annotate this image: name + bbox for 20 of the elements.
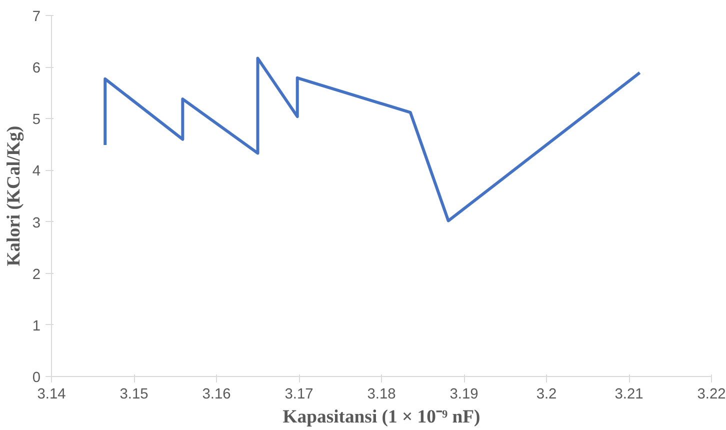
x-tick-label: 3.21 [614,386,644,402]
y-axis-title: Kalori (KCal/Kg) [3,126,24,266]
y-tick-label: 7 [32,9,41,25]
y-tick-label: 6 [32,60,41,77]
x-tick-label: 3.19 [450,386,478,402]
x-axis-title: Kapasitansi (1 × 10⁻⁹ nF) [282,406,480,428]
y-tick-label: 3 [32,215,41,232]
x-tick-label: 3.22 [697,386,726,402]
x-tick-label: 3.15 [120,386,148,402]
y-tick-label: 0 [32,370,41,386]
x-tick-label: 3.18 [367,386,396,402]
x-tick-label: 3.2 [536,386,557,402]
y-tick-label: 5 [32,112,41,128]
y-tick-label: 4 [32,164,41,180]
y-tick-label: 1 [32,318,41,334]
line-series [104,56,642,222]
y-tick-label: 2 [32,266,41,283]
x-tick-label: 3.16 [202,386,231,402]
x-tick-label: 3.17 [284,386,314,402]
x-tick-label: 3.14 [37,386,66,402]
